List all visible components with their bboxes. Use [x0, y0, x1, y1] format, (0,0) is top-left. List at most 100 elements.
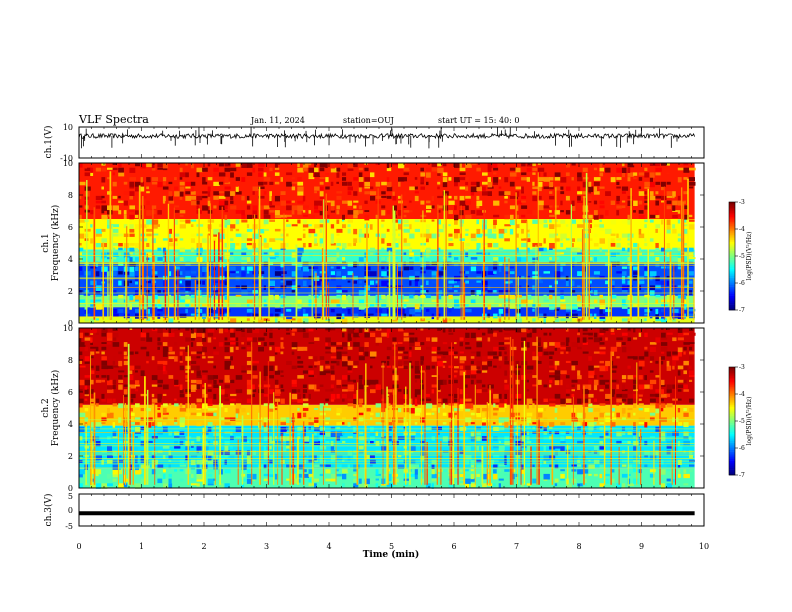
- spectrogram-cell: [509, 214, 514, 220]
- spectrogram-cell: [543, 431, 548, 435]
- spectrogram-cell: [403, 238, 407, 243]
- spectrogram-cell: [151, 469, 156, 475]
- spectrogram-cell: [101, 167, 107, 172]
- ch1-waveform-spikes: [81, 126, 678, 149]
- spectrogram-cell: [537, 195, 542, 200]
- spectrogram-cell: [672, 195, 675, 199]
- spectrogram-cell: [302, 243, 306, 248]
- spectrogram-cell: [437, 351, 444, 355]
- spectrogram-cell: [157, 379, 163, 384]
- spectrogram-cell: [414, 228, 420, 232]
- spectrogram-cell: [241, 252, 247, 256]
- spectrogram-cell: [140, 346, 147, 350]
- spectrogram-cell: [655, 445, 660, 451]
- spectrogram-cell: [689, 177, 695, 181]
- spectrogram-cell: [414, 195, 419, 202]
- spectrogram-cell: [549, 356, 553, 359]
- spectrogram-cell: [621, 200, 626, 203]
- spectrogram-cell: [683, 342, 690, 345]
- spectrogram-cell: [588, 337, 593, 340]
- spectrogram-cell: [554, 186, 562, 191]
- spectrogram-cell: [521, 440, 525, 445]
- spectrogram-cell: [190, 275, 196, 279]
- spectrogram-cell: [202, 346, 207, 353]
- spectrogram-cell: [218, 436, 224, 439]
- spectrogram-cell: [84, 445, 90, 449]
- spectrogram-cell: [448, 257, 454, 261]
- spectrogram-cell: [532, 328, 537, 333]
- spectrogram-cell: [297, 308, 301, 312]
- spectrogram-cell: [588, 332, 593, 336]
- spectrogram-cell: [157, 408, 161, 410]
- spectrogram-cell: [666, 464, 673, 468]
- spectrogram-cell: [689, 257, 696, 260]
- spectrogram-cell: [190, 379, 197, 384]
- spectrogram-cell: [677, 177, 682, 183]
- spectrogram-cell: [526, 412, 534, 417]
- spectrogram-cell: [112, 271, 117, 276]
- spectrogram-cell: [689, 290, 692, 295]
- spectrogram-cell: [621, 318, 629, 322]
- spectrogram-cell: [140, 483, 145, 487]
- spectrogram-cell: [168, 195, 173, 201]
- spectrogram-cell: [325, 365, 331, 369]
- spectrogram-cell: [347, 342, 350, 347]
- spectrogram-cell: [135, 351, 139, 355]
- spectrogram-cell: [554, 360, 560, 366]
- spectrogram-cell: [621, 280, 626, 284]
- spectrogram-cell: [342, 299, 349, 304]
- spectrogram-cell: [314, 313, 321, 319]
- spectrogram-cell: [347, 294, 351, 297]
- spectrogram-cell: [493, 332, 497, 337]
- spectrogram-cell: [157, 308, 163, 312]
- spectrogram-cell: [202, 384, 205, 388]
- spectrogram-cell: [599, 228, 606, 231]
- spectrogram-cell: [79, 233, 85, 239]
- spectrogram-cell: [392, 205, 397, 211]
- spectrogram-cell: [448, 195, 452, 199]
- spectrogram-cell: [79, 195, 82, 200]
- spectrogram-cell: [330, 473, 337, 479]
- spectrogram-cell: [437, 252, 444, 258]
- spectrogram-cell: [644, 290, 649, 294]
- spectrogram-cell: [498, 271, 504, 276]
- spectrogram-cell: [342, 422, 345, 425]
- spectrogram-cell: [498, 177, 501, 180]
- spectrogram-cell: [398, 177, 405, 182]
- spectrogram-cell: [330, 233, 334, 239]
- spectrogram-cell: [101, 205, 108, 211]
- spectrogram-cell: [269, 181, 274, 185]
- spectrogram-cell: [644, 299, 650, 305]
- ch3-ytick-top: 5: [68, 492, 73, 501]
- spectrogram-cell: [560, 351, 564, 355]
- spectrogram-cell: [627, 365, 631, 369]
- spectrogram-cell: [627, 445, 632, 449]
- spectrogram-cell: [649, 219, 654, 223]
- spectrogram-cell: [90, 403, 96, 407]
- spectrogram-cell: [633, 469, 640, 473]
- spectrogram-cell: [448, 224, 451, 227]
- spectrogram-cell: [448, 473, 454, 477]
- spectrogram-cell: [571, 417, 578, 422]
- ch1-colorbar: -7-6-5-4-3 log(PSD)(V²/Hz): [728, 199, 753, 314]
- spectrogram-cell: [476, 436, 481, 441]
- spectrogram-cell: [79, 445, 83, 449]
- spectrogram-cell: [185, 280, 191, 286]
- spectrogram-cell: [593, 224, 600, 228]
- spectrogram-cell: [504, 224, 511, 227]
- spectrogram-cell: [644, 172, 649, 178]
- spectrogram-cell: [420, 261, 427, 268]
- spectrogram-cell: [353, 455, 357, 459]
- spectrogram-cell: [79, 332, 83, 339]
- spectrogram-cell: [308, 167, 314, 173]
- spectrogram-cell: [470, 163, 477, 166]
- spectrogram-cell: [370, 379, 377, 385]
- spectrogram-cell: [599, 294, 603, 299]
- spectrogram-cell: [571, 191, 574, 196]
- spectrogram-cell: [179, 172, 187, 178]
- spectrogram-cell: [431, 478, 437, 482]
- spectrogram-cell: [638, 200, 643, 205]
- spectrogram-cell: [263, 455, 269, 460]
- spectrogram-cell: [666, 328, 670, 330]
- spectrogram-cell: [336, 304, 341, 307]
